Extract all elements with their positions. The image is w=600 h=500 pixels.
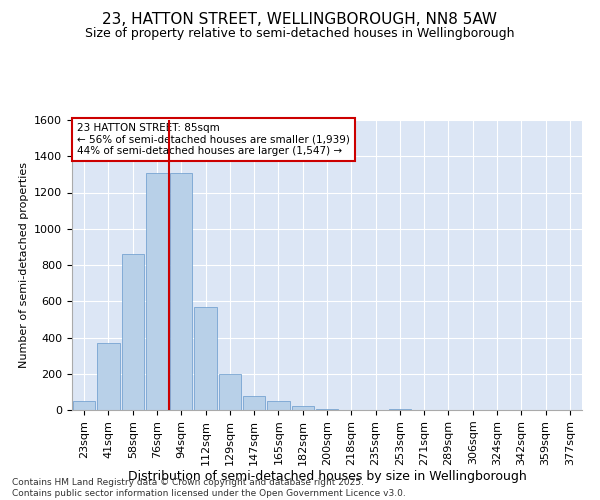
Bar xyxy=(389,409,411,410)
Y-axis label: Number of semi-detached properties: Number of semi-detached properties xyxy=(19,162,29,368)
Text: 23, HATTON STREET, WELLINGBOROUGH, NN8 5AW: 23, HATTON STREET, WELLINGBOROUGH, NN8 5… xyxy=(103,12,497,28)
Bar xyxy=(194,306,217,410)
Bar xyxy=(292,406,314,410)
Bar xyxy=(316,409,338,410)
Text: Size of property relative to semi-detached houses in Wellingborough: Size of property relative to semi-detach… xyxy=(85,28,515,40)
Bar xyxy=(73,401,95,410)
Text: Contains HM Land Registry data © Crown copyright and database right 2025.
Contai: Contains HM Land Registry data © Crown c… xyxy=(12,478,406,498)
Bar xyxy=(97,343,119,410)
Bar xyxy=(243,396,265,410)
Bar xyxy=(267,401,290,410)
Bar xyxy=(218,374,241,410)
Bar xyxy=(170,172,193,410)
Bar xyxy=(122,254,144,410)
Bar xyxy=(146,172,168,410)
X-axis label: Distribution of semi-detached houses by size in Wellingborough: Distribution of semi-detached houses by … xyxy=(128,470,526,484)
Text: 23 HATTON STREET: 85sqm
← 56% of semi-detached houses are smaller (1,939)
44% of: 23 HATTON STREET: 85sqm ← 56% of semi-de… xyxy=(77,123,350,156)
